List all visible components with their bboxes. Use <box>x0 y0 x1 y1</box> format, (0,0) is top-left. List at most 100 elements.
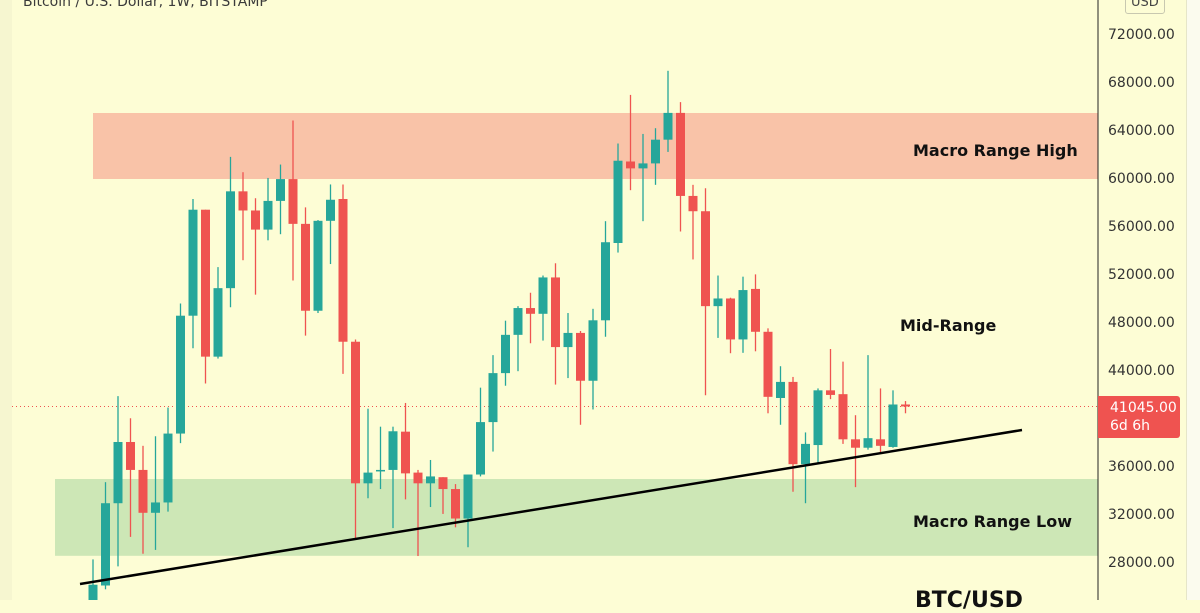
candle[interactable] <box>226 156 235 308</box>
candle-body <box>576 332 585 381</box>
candle-body <box>488 373 498 423</box>
candle[interactable] <box>701 188 710 396</box>
candle-body <box>338 198 348 342</box>
candle[interactable] <box>88 559 98 600</box>
candle[interactable] <box>526 292 535 344</box>
candle[interactable] <box>751 274 760 352</box>
candle[interactable] <box>876 388 885 454</box>
candle[interactable] <box>126 418 135 537</box>
candle[interactable] <box>113 396 123 567</box>
candle[interactable] <box>376 426 385 490</box>
candle-body <box>501 334 510 374</box>
candle-body <box>663 112 673 140</box>
candle-body <box>463 474 473 519</box>
candle-body <box>326 199 335 221</box>
candle-body <box>801 443 810 465</box>
candle[interactable] <box>176 303 185 444</box>
candle-body <box>476 422 485 475</box>
candle[interactable] <box>676 102 685 232</box>
candle[interactable] <box>613 143 623 253</box>
candle[interactable] <box>688 184 698 260</box>
candle[interactable] <box>388 426 398 529</box>
candle-body <box>126 441 135 470</box>
candle[interactable] <box>338 184 348 374</box>
candle[interactable] <box>863 355 873 450</box>
trendline[interactable] <box>79 428 1023 586</box>
candle[interactable] <box>188 198 198 349</box>
candle-body <box>713 298 723 307</box>
candle[interactable] <box>251 198 260 295</box>
candle[interactable] <box>501 320 510 386</box>
candlestick-chart[interactable] <box>0 0 1200 600</box>
candle[interactable] <box>151 436 160 550</box>
candle-body <box>588 320 598 381</box>
candle[interactable] <box>601 221 610 337</box>
candle[interactable] <box>726 297 735 354</box>
candle[interactable] <box>738 276 748 353</box>
candle[interactable] <box>651 128 660 185</box>
candle-body <box>563 332 573 348</box>
price-tick-label: 56000.00 <box>1108 219 1175 235</box>
candle[interactable] <box>301 207 310 336</box>
candle[interactable] <box>101 482 110 590</box>
chart-title: Bitcoin / U.S. Dollar, 1W, BITSTAMP <box>23 0 268 10</box>
candle[interactable] <box>451 484 460 528</box>
candle[interactable] <box>713 275 723 338</box>
candle[interactable] <box>138 445 148 554</box>
candle[interactable] <box>288 120 298 281</box>
candle[interactable] <box>513 306 523 372</box>
candle-body <box>151 502 160 513</box>
candle-body <box>888 404 898 447</box>
candle[interactable] <box>588 308 598 410</box>
left-edge <box>0 0 12 600</box>
candle[interactable] <box>351 339 360 540</box>
candle[interactable] <box>838 361 848 444</box>
candle[interactable] <box>888 390 898 448</box>
candle[interactable] <box>776 366 785 425</box>
candle-body <box>551 277 560 348</box>
candle[interactable] <box>401 402 410 500</box>
candle[interactable] <box>413 469 423 557</box>
candle[interactable] <box>438 477 448 514</box>
candle[interactable] <box>163 407 173 512</box>
candle-body <box>163 433 173 503</box>
currency-badge[interactable]: USD <box>1125 0 1165 14</box>
candle[interactable] <box>763 328 773 414</box>
candle[interactable] <box>488 355 498 452</box>
candle-body <box>763 331 773 397</box>
candle[interactable] <box>901 401 910 414</box>
candle[interactable] <box>201 209 210 384</box>
candle-body <box>901 404 910 407</box>
candle[interactable] <box>551 263 560 385</box>
candle-body <box>826 390 835 395</box>
candle[interactable] <box>813 388 823 465</box>
candle[interactable] <box>826 349 835 400</box>
candle[interactable] <box>563 313 573 379</box>
candle[interactable] <box>638 133 648 222</box>
bar-countdown: 6d 6h <box>1110 418 1151 434</box>
candle[interactable] <box>476 387 485 477</box>
candle[interactable] <box>538 275 548 341</box>
candle[interactable] <box>363 408 373 499</box>
candle[interactable] <box>788 376 798 492</box>
candle[interactable] <box>626 94 635 191</box>
candle[interactable] <box>276 164 285 235</box>
candle[interactable] <box>576 331 585 425</box>
candle[interactable] <box>426 459 435 508</box>
candle[interactable] <box>213 267 223 359</box>
candle[interactable] <box>326 184 335 265</box>
last-price-value: 41045.00 <box>1110 400 1177 416</box>
candle-body <box>651 139 660 164</box>
candle-body <box>313 220 323 311</box>
candle[interactable] <box>313 220 323 314</box>
candle[interactable] <box>238 172 248 261</box>
candle-body <box>251 210 260 230</box>
price-tick-label: 48000.00 <box>1108 315 1175 331</box>
candle[interactable] <box>801 432 810 504</box>
price-tick-label: 64000.00 <box>1108 123 1175 139</box>
candle[interactable] <box>851 415 860 488</box>
candle[interactable] <box>663 70 673 152</box>
candle[interactable] <box>263 177 273 241</box>
candle[interactable] <box>463 474 473 548</box>
candle-body <box>526 308 535 314</box>
